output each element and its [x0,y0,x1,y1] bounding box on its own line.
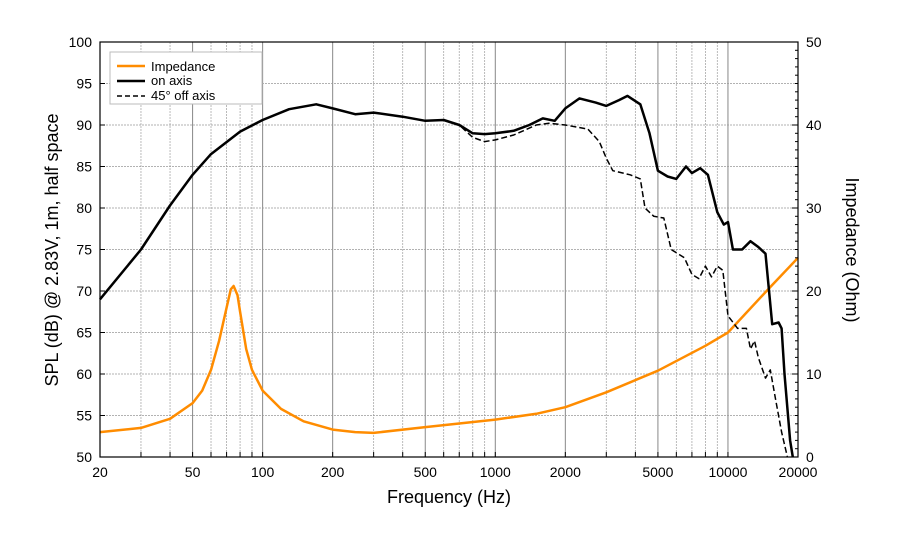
y-tick-label: 50 [76,449,92,465]
y2-tick-label: 40 [806,117,822,133]
series-lines [99,94,799,458]
y-tick-label: 75 [76,242,92,258]
ticks: 20 50 100 200 500 1000 2000 5000 10000 2000050556… [69,34,822,480]
y-tick-label: 55 [76,408,92,424]
y-tick-label: 90 [76,117,92,133]
y-tick-label: 80 [76,200,92,216]
y2-tick-label: 50 [806,34,822,50]
x-tick-label: 5000 [642,464,673,480]
y2-tick-label: 0 [806,449,814,465]
x-tick-label: 500 [414,464,438,480]
legend-label-on-axis: on axis [151,73,193,88]
series-line-on-axis [99,94,795,458]
legend-label-off-axis: 45° off axis [151,88,216,103]
legend: Impedance on axis 45° off axis [109,51,263,105]
x-tick-label: 1000 [480,464,511,480]
x-tick-label: 200 [321,464,345,480]
legend-label-impedance: Impedance [151,59,215,74]
y-axis-label: SPL (dB) @ 2.83V, 1m, half space [42,113,62,386]
x-tick-label: 50 [185,464,201,480]
y2-tick-label: 20 [806,283,822,299]
y-tick-label: 65 [76,325,92,341]
series-line--off-axis [99,103,789,458]
y2-tick-label: 30 [806,200,822,216]
x-tick-label: 20000 [779,464,818,480]
x-tick-label: 20 [92,464,108,480]
x-tick-label: 100 [251,464,275,480]
x-axis-label: Frequency (Hz) [387,487,511,507]
x-tick-label: 2000 [550,464,581,480]
grid [99,41,799,458]
y-tick-label: 100 [69,34,93,50]
y-tick-label: 95 [76,76,92,92]
y-tick-label: 85 [76,159,92,175]
y-tick-label: 60 [76,366,92,382]
y2-axis-label: Impedance (Ohm) [842,177,862,322]
series-line-impedance [99,256,799,435]
y2-tick-label: 10 [806,366,822,382]
x-tick-label: 10000 [708,464,747,480]
y-tick-label: 70 [76,283,92,299]
